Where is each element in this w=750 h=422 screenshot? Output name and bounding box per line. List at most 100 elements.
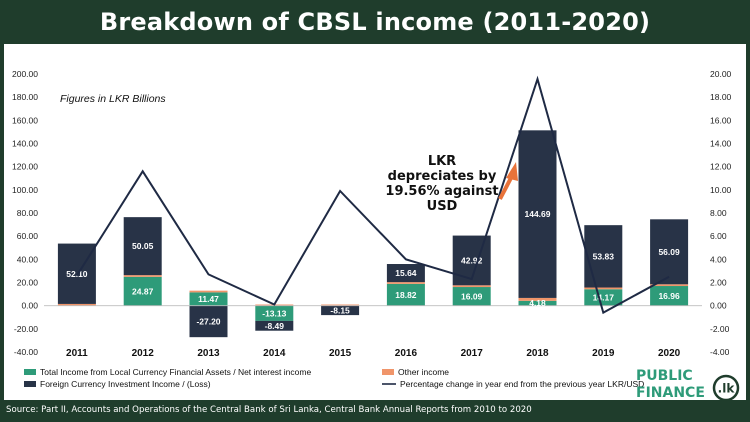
bar-other-income bbox=[584, 287, 623, 290]
annotation-text: LKR bbox=[428, 154, 456, 169]
annotation-arrowhead bbox=[506, 162, 518, 181]
bar-local-income bbox=[452, 287, 491, 306]
y-tick-right: 20.00 bbox=[710, 69, 732, 79]
line-lkr-usd-change bbox=[76, 75, 670, 315]
data-label-local-income: 16.09 bbox=[461, 291, 483, 301]
title-bar: Breakdown of CBSL income (2011-2020) bbox=[0, 0, 750, 44]
brand-badge-circle bbox=[712, 374, 740, 400]
y-tick-left: 200.00 bbox=[12, 69, 38, 79]
bar-fx-income bbox=[584, 225, 623, 288]
legend-other-income: Other income bbox=[398, 367, 449, 377]
chart-subtitle: Figures in LKR Billions bbox=[60, 93, 166, 105]
bar-fx-income bbox=[123, 217, 162, 276]
y-tick-left: 120.00 bbox=[12, 162, 38, 172]
x-tick-label: 2019 bbox=[592, 348, 615, 359]
y-tick-left: -20.00 bbox=[14, 324, 38, 334]
legend-swatch-fx-income bbox=[24, 381, 36, 387]
bar-fx-income bbox=[255, 320, 294, 331]
x-tick-label: 2015 bbox=[329, 348, 352, 359]
data-label-local-income: 24.87 bbox=[132, 286, 154, 296]
data-label-fx-income: 144.69 bbox=[525, 209, 551, 219]
bar-local-income bbox=[650, 286, 689, 306]
bar-fx-income bbox=[650, 219, 689, 285]
y-tick-left: 160.00 bbox=[12, 115, 38, 125]
annotation-text: depreciates by bbox=[388, 169, 497, 184]
y-tick-left: -40.00 bbox=[14, 347, 38, 357]
chart: 200.00 180.00 160.00 140.00 120.00 100.00 80.0… bbox=[12, 69, 732, 389]
bar-other-income bbox=[57, 303, 96, 306]
y-tick-right: 12.00 bbox=[710, 162, 732, 172]
bar-local-income bbox=[518, 300, 557, 306]
x-tick-label: 2013 bbox=[197, 348, 220, 359]
legend-local-income: Total Income from Local Currency Financi… bbox=[40, 367, 311, 377]
bar-local-income bbox=[584, 289, 623, 306]
y-tick-left: 180.00 bbox=[12, 92, 38, 102]
bar-fx-income bbox=[189, 305, 228, 338]
page-title: Breakdown of CBSL income (2011-2020) bbox=[99, 8, 651, 36]
y-tick-right: 8.00 bbox=[710, 208, 727, 218]
data-label-local-income: -13.13 bbox=[262, 308, 286, 318]
y-tick-left: 0.00 bbox=[21, 301, 38, 311]
bar-other-income bbox=[650, 284, 689, 287]
data-label-local-income: 18.82 bbox=[395, 290, 417, 300]
publicfinance-logo: PUBLIC FINANCE .lk bbox=[636, 368, 740, 400]
data-label-local-income: 14.17 bbox=[593, 292, 615, 302]
legend-swatch-other-income bbox=[382, 369, 394, 375]
bar-local-income bbox=[123, 276, 162, 306]
bar-local-income bbox=[189, 292, 228, 306]
data-label-fx-income: 53.83 bbox=[593, 251, 615, 261]
y-tick-right: 16.00 bbox=[710, 115, 732, 125]
bar-fx-income bbox=[518, 130, 557, 298]
x-tick-label: 2016 bbox=[395, 348, 418, 359]
bar-other-income bbox=[452, 285, 491, 288]
bar-other-income bbox=[386, 282, 425, 284]
y-tick-right: 0.00 bbox=[710, 301, 727, 311]
bar-other-income bbox=[518, 297, 557, 301]
legend-fx-income: Foreign Currency Investment Income / (Lo… bbox=[40, 379, 211, 389]
x-tick-label: 2012 bbox=[132, 348, 155, 359]
y-tick-right: 2.00 bbox=[710, 278, 727, 288]
data-label-fx-income: 15.64 bbox=[395, 268, 417, 278]
x-tick-label: 2020 bbox=[658, 348, 681, 359]
x-tick-label: 2018 bbox=[526, 348, 549, 359]
y-tick-right: 10.00 bbox=[710, 185, 732, 195]
data-label-fx-income: -8.49 bbox=[265, 321, 285, 331]
y-tick-right: 14.00 bbox=[710, 139, 732, 149]
x-tick-label: 2014 bbox=[263, 348, 286, 359]
data-label-fx-income: 42.92 bbox=[461, 255, 483, 265]
bar-other-income bbox=[123, 275, 162, 277]
legend-swatch-local-income bbox=[24, 369, 36, 375]
bar-local-income bbox=[255, 305, 294, 321]
y-tick-left: 100.00 bbox=[12, 185, 38, 195]
source-note: Source: Part II, Accounts and Operations… bbox=[6, 405, 532, 415]
data-label-fx-income: -27.20 bbox=[196, 316, 220, 326]
y-tick-left: 80.00 bbox=[17, 208, 39, 218]
bar-fx-income bbox=[386, 264, 425, 283]
brand-line2: FINANCE bbox=[636, 385, 705, 400]
brand-line1: PUBLIC bbox=[636, 368, 693, 384]
annotation-arrow bbox=[498, 175, 514, 200]
data-label-fx-income: -8.15 bbox=[330, 305, 350, 315]
y-tick-left: 140.00 bbox=[12, 139, 38, 149]
data-label-local-income: 16.96 bbox=[658, 291, 680, 301]
x-tick-label: 2011 bbox=[66, 348, 88, 359]
data-label-fx-income: 50.05 bbox=[132, 241, 154, 251]
legend-lkr-usd-line: Percentage change in year end from the p… bbox=[400, 379, 644, 389]
annotation-text: 19.56% against bbox=[385, 184, 498, 199]
brand-badge: .lk bbox=[718, 382, 736, 396]
annotation-text: USD bbox=[427, 199, 458, 214]
y-tick-left: 60.00 bbox=[17, 231, 39, 241]
bar-other-income bbox=[321, 304, 360, 306]
bar-local-income bbox=[386, 283, 425, 306]
bar-fx-income bbox=[321, 305, 360, 316]
data-label-fx-income: 56.09 bbox=[658, 247, 680, 257]
y-tick-right: 4.00 bbox=[710, 254, 727, 264]
y-tick-right: 18.00 bbox=[710, 92, 732, 102]
y-tick-right: -2.00 bbox=[710, 324, 730, 334]
data-label-local-income: 4.18 bbox=[529, 298, 546, 308]
y-tick-left: 40.00 bbox=[17, 254, 39, 264]
bar-other-income bbox=[189, 290, 228, 293]
data-label-local-income: 11.47 bbox=[198, 294, 219, 304]
y-tick-right: -4.00 bbox=[710, 347, 730, 357]
y-tick-left: 20.00 bbox=[17, 278, 39, 288]
